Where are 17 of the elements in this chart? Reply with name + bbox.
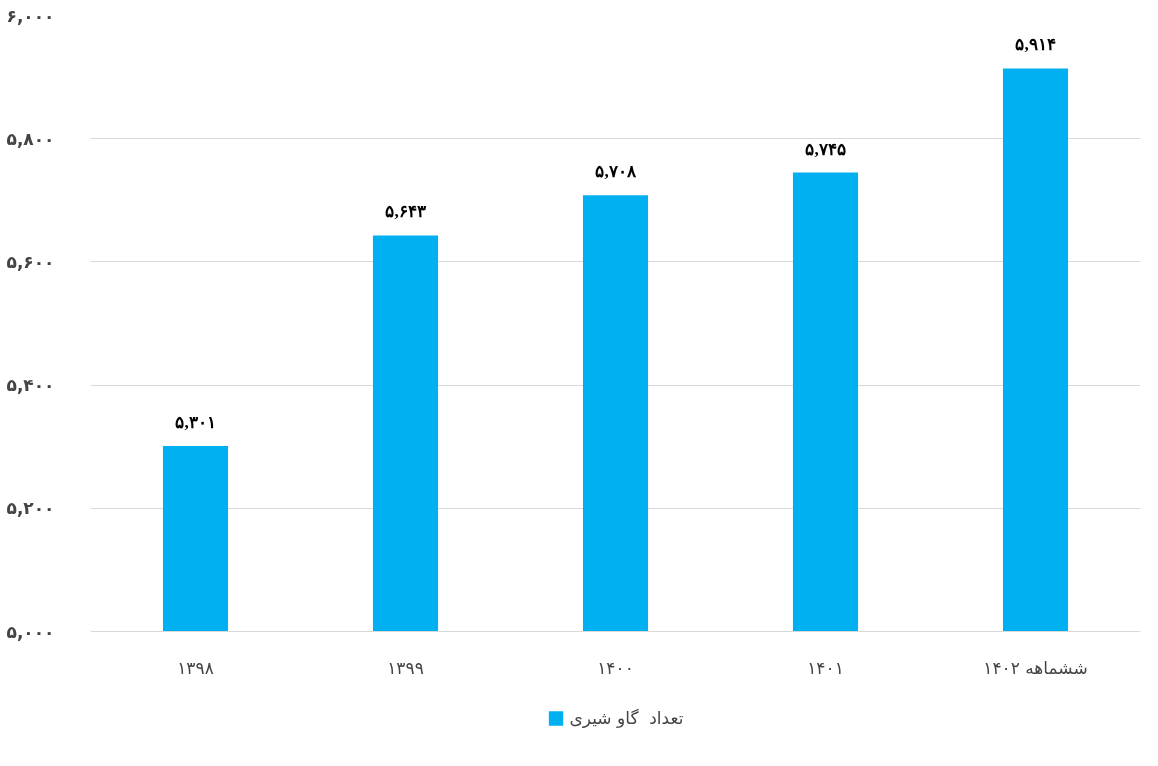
data-label: ۵,۷۴۵: [805, 139, 846, 159]
data-label: ۵,۳۰۱: [175, 413, 216, 433]
y-tick-label: ۵,۶۰۰: [6, 251, 55, 272]
x-tick-label: ۱۴۰۱: [807, 657, 844, 678]
y-tick-label: ۵,۲۰۰: [6, 498, 55, 519]
y-tick-label: ۶,۰۰۰: [6, 5, 55, 26]
x-tick-label: ۱۳۹۹: [387, 657, 424, 678]
data-label: ۵,۹۱۴: [1015, 35, 1056, 55]
y-tick-label: ۵,۸۰۰: [6, 128, 55, 149]
x-tick-label: ششماهه ۱۴۰۲: [983, 657, 1088, 678]
x-tick-label: ۱۳۹۸: [177, 657, 214, 678]
legend-label: تعداد گاو شیری: [569, 707, 684, 728]
x-tick-label: ۱۴۰۰: [597, 657, 634, 678]
y-tick-label: ۵,۰۰۰: [6, 621, 55, 642]
data-label: ۵,۷۰۸: [595, 162, 637, 182]
y-tick-label: ۵,۴۰۰: [6, 375, 55, 396]
data-label: ۵,۶۴۳: [385, 202, 426, 222]
